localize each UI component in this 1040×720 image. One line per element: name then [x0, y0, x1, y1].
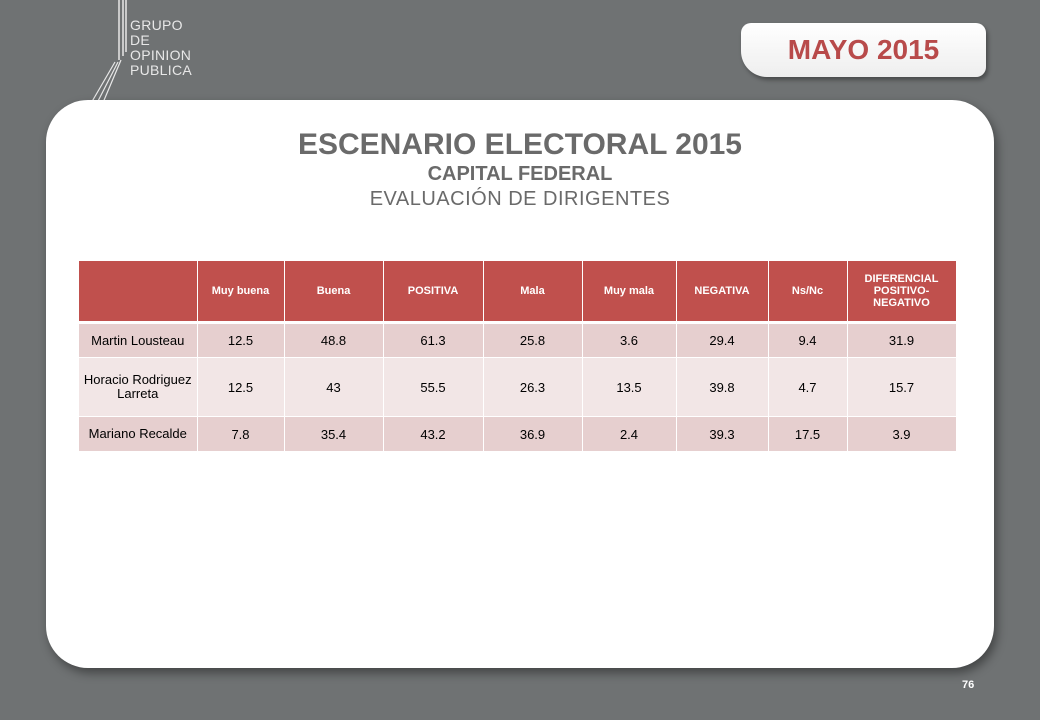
header-cell: Muy buena	[197, 261, 285, 324]
header-cell: Ns/Nc	[768, 261, 848, 324]
table-cell: 43	[284, 357, 384, 417]
page-subtitle-secondary: EVALUACIÓN DE DIRIGENTES	[369, 188, 671, 210]
table-cell: 29.4	[676, 322, 769, 358]
logo-text: GRUPO DE OPINION PUBLICA	[130, 18, 192, 78]
header-cell: Muy mala	[582, 261, 677, 324]
header-cell: NEGATIVA	[676, 261, 769, 324]
table-cell: 3.6	[582, 322, 677, 358]
header-cell: POSITIVA	[383, 261, 484, 324]
page-title: ESCENARIO ELECTORAL 2015	[297, 128, 742, 161]
table-cell: 12.5	[197, 357, 285, 417]
table-cell: 48.8	[284, 322, 384, 358]
row-label: Mariano Recalde	[79, 416, 198, 452]
header-cell: Buena	[284, 261, 384, 324]
table-cell: 7.8	[197, 416, 285, 452]
table-header-row: Muy buena Buena POSITIVA Mala Muy mala N…	[79, 261, 957, 324]
header-cell	[79, 261, 198, 324]
row-label: Martin Lousteau	[79, 322, 198, 358]
table-cell: 3.9	[847, 416, 957, 452]
table-cell: 55.5	[383, 357, 484, 417]
evaluation-table: Muy buena Buena POSITIVA Mala Muy mala N…	[79, 261, 957, 452]
table-cell: 2.4	[582, 416, 677, 452]
table-cell: 13.5	[582, 357, 677, 417]
logo-line: PUBLICA	[130, 62, 193, 78]
table-cell: 26.3	[483, 357, 583, 417]
table-cell: 39.8	[676, 357, 769, 417]
table-cell: 61.3	[383, 322, 484, 358]
logo-line: GRUPO	[130, 17, 183, 33]
table-cell: 25.8	[483, 322, 583, 358]
table-cell: 12.5	[197, 322, 285, 358]
table-row: Martin Lousteau 12.5 48.8 61.3 25.8 3.6 …	[79, 322, 957, 358]
header-cell: Mala	[483, 261, 583, 324]
table-cell: 15.7	[847, 357, 957, 417]
table-cell: 9.4	[768, 322, 848, 358]
logo: GRUPO DE OPINION PUBLICA	[88, 0, 228, 110]
date-badge: MAYO 2015	[741, 23, 986, 77]
table-cell: 35.4	[284, 416, 384, 452]
table-cell: 31.9	[847, 322, 957, 358]
table-cell: 4.7	[768, 357, 848, 417]
page-subtitle: CAPITAL FEDERAL	[427, 163, 613, 185]
logo-line: DE	[130, 32, 151, 48]
table-cell: 39.3	[676, 416, 769, 452]
page-number: 76	[962, 679, 975, 691]
table-row: Horacio Rodriguez Larreta 12.5 43 55.5 2…	[79, 357, 957, 417]
table-row: Mariano Recalde 7.8 35.4 43.2 36.9 2.4 3…	[79, 416, 957, 452]
table-cell: 36.9	[483, 416, 583, 452]
row-label: Horacio Rodriguez Larreta	[79, 357, 198, 417]
logo-mark-icon	[89, 0, 127, 106]
header-cell: DIFERENCIAL POSITIVO-NEGATIVO	[847, 261, 957, 324]
table-cell: 43.2	[383, 416, 484, 452]
logo-line: OPINION	[130, 47, 192, 63]
table-cell: 17.5	[768, 416, 848, 452]
